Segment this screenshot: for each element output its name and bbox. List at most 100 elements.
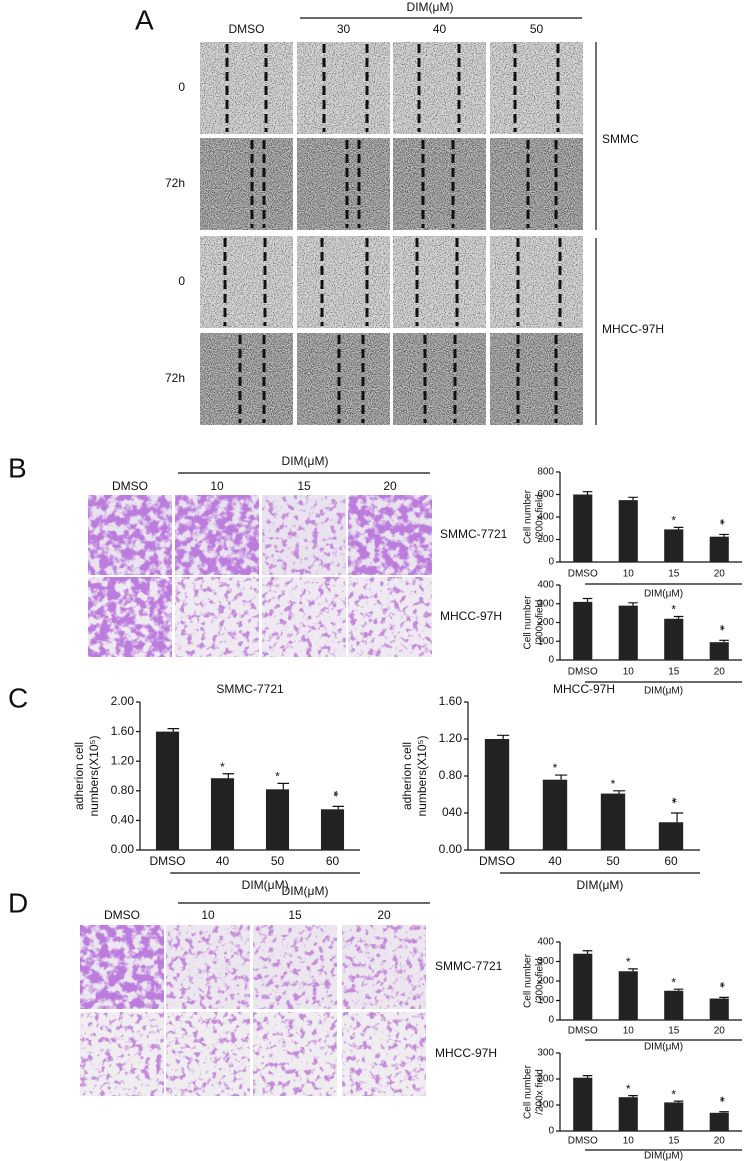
x-tick-label: 10 xyxy=(623,1136,635,1147)
y-axis-label: /200x field xyxy=(535,958,546,1004)
significance-mark: ** xyxy=(713,625,727,632)
y-axis-label: Cell number xyxy=(523,489,534,544)
group-label: DIM(μM) xyxy=(644,686,683,697)
column-label: 20 xyxy=(383,479,397,493)
micrograph-texture xyxy=(88,495,172,575)
micrograph-texture xyxy=(297,333,390,425)
significance-mark: ** xyxy=(713,982,727,989)
significance-mark: * xyxy=(671,603,676,617)
x-tick-label: DMSO xyxy=(568,1136,598,1147)
significance-mark: * xyxy=(611,777,616,791)
micrograph-texture xyxy=(297,42,390,134)
bar xyxy=(573,601,593,660)
micrograph-texture xyxy=(393,42,486,134)
y-tick-label: 300 xyxy=(537,956,554,967)
micrograph-texture xyxy=(200,236,293,328)
column-label: DMSO xyxy=(229,22,265,36)
bar xyxy=(265,789,290,850)
x-tick-label: 20 xyxy=(714,1136,726,1147)
x-tick-label: 40 xyxy=(216,854,230,868)
y-tick-label: 1.60 xyxy=(111,724,135,738)
y-tick-label: 0.80 xyxy=(111,783,135,797)
y-tick-label: 400 xyxy=(537,580,554,591)
x-tick-label: DMSO xyxy=(568,569,598,580)
error-bar xyxy=(673,1100,684,1103)
error-bar xyxy=(719,996,729,999)
micrograph-texture xyxy=(175,495,259,575)
micrograph-texture xyxy=(393,236,486,328)
y-tick-label: 100 xyxy=(537,1100,554,1111)
micrograph-texture xyxy=(490,236,583,328)
bar xyxy=(573,953,593,1020)
column-label: 15 xyxy=(288,908,302,922)
micrograph-texture xyxy=(342,1012,426,1096)
bar xyxy=(664,1102,684,1131)
error-bar xyxy=(673,988,684,991)
x-tick-label: 50 xyxy=(606,854,620,868)
bar xyxy=(709,536,729,562)
micrograph-texture xyxy=(393,333,486,425)
micrograph-texture xyxy=(166,925,250,1009)
error-bar xyxy=(277,782,290,790)
bar xyxy=(618,1097,638,1131)
error-bar xyxy=(582,950,593,954)
row-label: 72h xyxy=(165,176,185,190)
y-tick-label: 400 xyxy=(537,937,554,948)
bar xyxy=(542,779,568,850)
y-tick-label: 1.20 xyxy=(111,753,135,767)
significance-mark: ** xyxy=(326,791,340,798)
panel-label: D xyxy=(8,887,28,918)
y-tick-label: 0 xyxy=(548,655,554,666)
error-bar xyxy=(719,1111,729,1113)
bar xyxy=(709,642,729,660)
micrograph-texture xyxy=(490,42,583,134)
bar xyxy=(658,822,684,850)
cell-line-label: MHCC-97H xyxy=(435,1046,497,1060)
error-bar xyxy=(628,1095,638,1098)
y-tick-label: 600 xyxy=(537,489,554,500)
group-label: DIM(μM) xyxy=(282,454,329,468)
x-tick-label: 15 xyxy=(668,1026,680,1037)
micrograph-texture xyxy=(297,236,390,328)
error-bar xyxy=(671,812,684,823)
row-label: 72h xyxy=(165,371,185,385)
y-axis-label: Cell number xyxy=(523,1064,534,1119)
significance-mark: * xyxy=(553,761,558,775)
bar xyxy=(155,731,180,850)
y-tick-label: 400 xyxy=(537,512,554,523)
group-label: DIM(μM) xyxy=(644,589,683,600)
y-tick-label: 200 xyxy=(537,976,554,987)
micrograph-texture xyxy=(175,577,259,657)
x-tick-label: 50 xyxy=(271,854,285,868)
error-bar xyxy=(332,805,345,810)
cell-line-label: SMMC xyxy=(602,132,639,146)
significance-mark: * xyxy=(626,1082,631,1096)
bar xyxy=(618,971,638,1020)
x-tick-label: 60 xyxy=(326,854,340,868)
significance-mark: * xyxy=(671,975,676,989)
y-axis-label: /200x field xyxy=(535,494,546,540)
error-bar xyxy=(497,734,510,739)
x-tick-label: DMSO xyxy=(479,854,515,868)
y-tick-label: 0 xyxy=(548,557,554,568)
significance-mark: ** xyxy=(713,519,727,526)
bar xyxy=(664,990,684,1020)
y-tick-label: 0.80 xyxy=(439,768,463,782)
y-tick-label: 0 xyxy=(548,1015,554,1026)
x-tick-label: 20 xyxy=(714,569,726,580)
column-label: 10 xyxy=(210,479,224,493)
error-bar xyxy=(167,728,180,732)
significance-mark: * xyxy=(275,770,280,784)
y-axis-label: Cell number xyxy=(523,953,534,1008)
micrograph-texture xyxy=(297,138,390,230)
micrograph-texture xyxy=(490,138,583,230)
bar xyxy=(709,998,729,1020)
x-tick-label: 20 xyxy=(714,667,726,678)
bar xyxy=(664,618,684,660)
y-tick-label: 0.00 xyxy=(111,842,135,856)
y-tick-label: 300 xyxy=(537,598,554,609)
micrograph-texture xyxy=(490,333,583,425)
y-tick-label: 200 xyxy=(537,1074,554,1085)
error-bar xyxy=(673,526,684,530)
